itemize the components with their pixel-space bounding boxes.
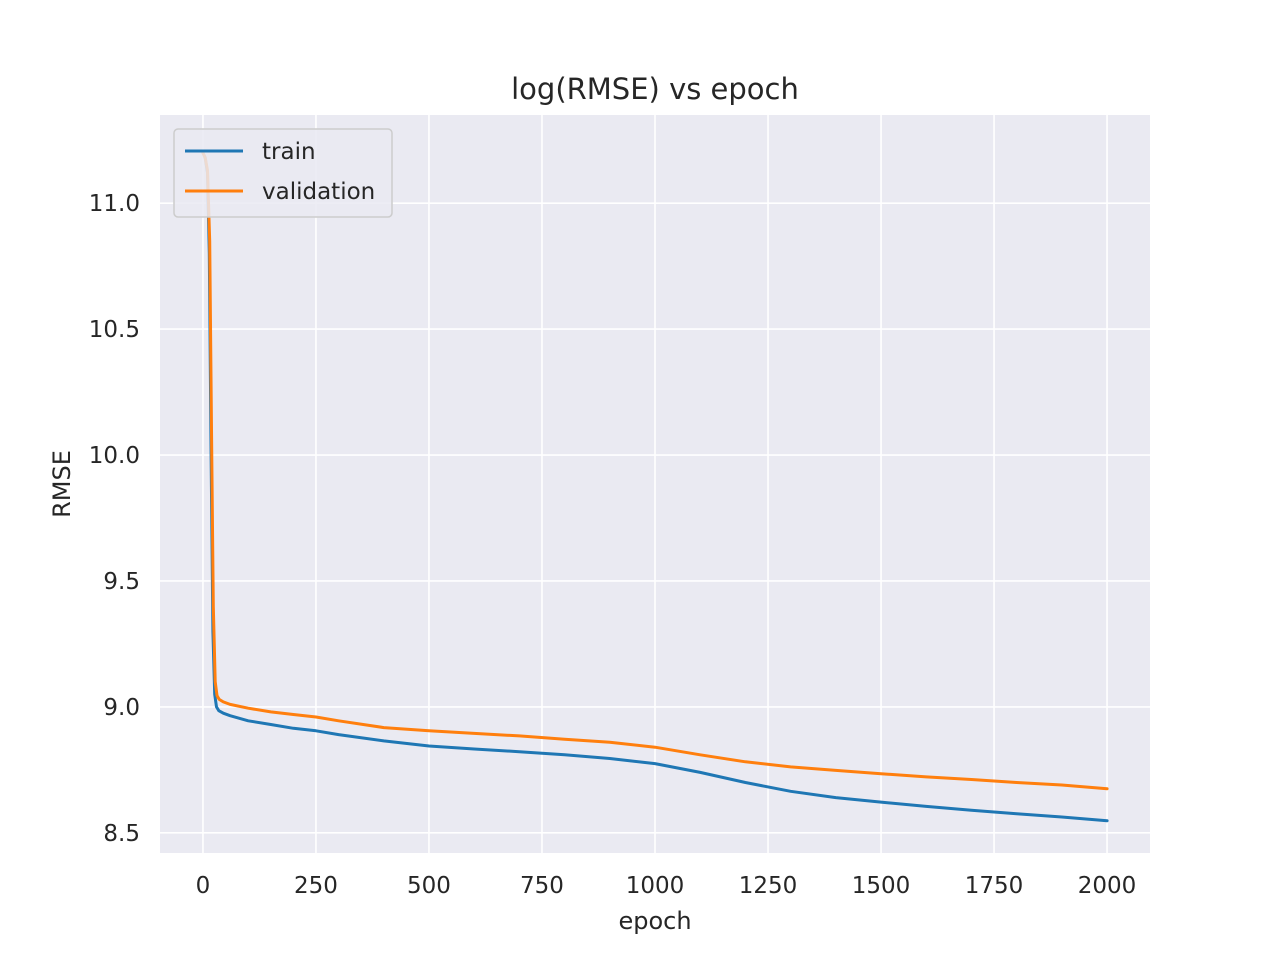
x-tick-label: 1500 — [852, 873, 911, 899]
y-tick-labels: 8.5 9.0 9.5 10.0 10.5 11.0 — [89, 191, 140, 847]
legend-label-train: train — [262, 139, 316, 165]
x-axis-label: epoch — [618, 907, 691, 935]
x-tick-label: 500 — [407, 873, 451, 899]
y-tick-label: 11.0 — [89, 191, 140, 217]
x-tick-label: 0 — [196, 873, 211, 899]
y-axis-label: RMSE — [48, 450, 76, 518]
y-tick-label: 9.5 — [103, 569, 140, 595]
legend-label-validation: validation — [262, 179, 375, 205]
x-tick-label: 250 — [294, 873, 338, 899]
legend: train validation — [173, 128, 393, 218]
chart-title: log(RMSE) vs epoch — [511, 72, 799, 106]
series-layer — [201, 151, 1109, 823]
y-tick-label: 10.0 — [89, 443, 140, 469]
x-tick-labels: 0 250 500 750 1000 1250 1500 1750 2000 — [196, 873, 1137, 899]
y-tick-label: 8.5 — [103, 821, 140, 847]
x-tick-label: 1000 — [626, 873, 685, 899]
y-tick-label: 10.5 — [89, 317, 140, 343]
x-tick-label: 2000 — [1078, 873, 1137, 899]
y-tick-label: 9.0 — [103, 695, 140, 721]
x-tick-label: 1250 — [739, 873, 798, 899]
x-tick-label: 750 — [520, 873, 564, 899]
y-gridlines — [160, 202, 1150, 834]
x-gridlines — [202, 115, 1108, 853]
series-line-validation — [201, 151, 1109, 791]
x-tick-label: 1750 — [965, 873, 1024, 899]
